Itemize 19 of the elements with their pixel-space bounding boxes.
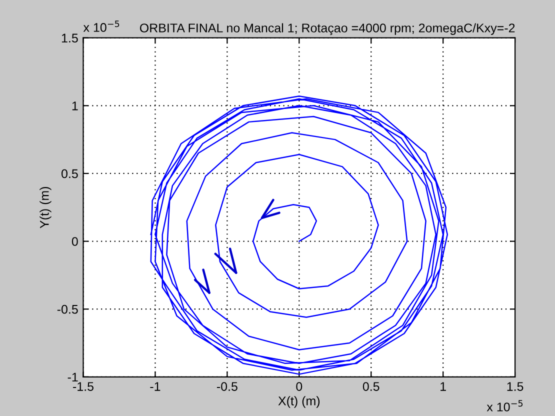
x-tick-label: -0.5 — [216, 382, 238, 391]
y-tick-label: -0.5 — [57, 304, 78, 314]
y-axis-title: Y(t) (m) — [40, 186, 52, 228]
y-tick-label: 1 — [72, 102, 78, 110]
x-tick-label: 1 — [440, 382, 446, 391]
x-tick-label: -1.5 — [73, 382, 94, 391]
y-tick-label: 0.5 — [62, 169, 78, 178]
text: x 10$^{−5}$ — [486, 400, 523, 412]
x-tick-label: -1 — [150, 382, 160, 391]
y-tick-label: 1.5 — [62, 34, 78, 43]
text: x 10$^{−5}$ — [83, 20, 120, 32]
chart-title: ORBITA FINAL no Mancal 1; Rotaçao =4000 rpm; 2omegaC/Kxy=-2 — [140, 23, 515, 35]
x-tick-label: 0 — [296, 382, 302, 391]
x-axis-title: X(t) (m) — [278, 396, 320, 408]
y-tick-label: -1 — [68, 372, 78, 382]
y-tick-label: 0 — [72, 237, 78, 246]
x-tick-label: 1.5 — [507, 382, 524, 391]
line-series — [150, 96, 448, 375]
x-tick-label: 0.5 — [362, 382, 380, 391]
